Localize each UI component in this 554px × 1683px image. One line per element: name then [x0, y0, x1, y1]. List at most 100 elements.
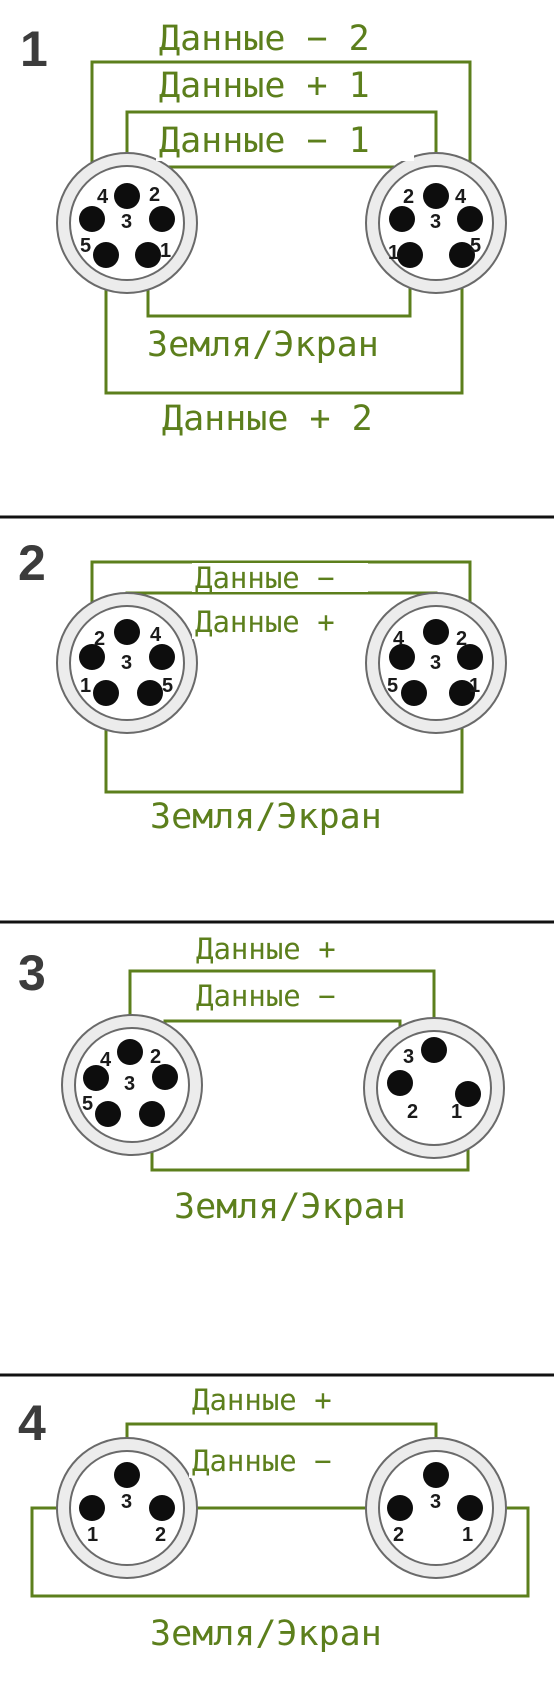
section-2: 2 2 3 4 1 5 4 3 2	[18, 535, 507, 837]
pin	[152, 1064, 178, 1090]
pin	[387, 1070, 413, 1096]
label-backing	[192, 563, 368, 592]
label-backing	[193, 980, 371, 1014]
pin	[449, 680, 475, 706]
pin	[114, 183, 140, 209]
pin	[79, 1495, 105, 1521]
label-backing	[156, 65, 414, 105]
connector-5pin-right: 2 3 4 1 5	[365, 152, 507, 294]
wire-ground	[146, 255, 412, 318]
label-backing	[192, 605, 360, 639]
pin-label: 5	[162, 675, 173, 697]
pin	[93, 680, 119, 706]
label-data-plus-1: Данные + 1	[159, 66, 370, 106]
pin-label: 4	[150, 624, 162, 646]
label-data-minus-1: Данные − 1	[159, 121, 370, 161]
pin-label: 4	[393, 628, 405, 650]
connector-ring	[69, 1450, 185, 1566]
pin-label: 5	[80, 235, 91, 257]
wire-ground	[30, 1506, 530, 1598]
label-ground: Земля/Экран	[150, 797, 382, 837]
pin	[149, 1495, 175, 1521]
pin-label: 3	[403, 1046, 414, 1068]
pin	[457, 206, 483, 232]
connector-ring	[376, 1030, 492, 1146]
pin-label: 3	[430, 652, 441, 674]
pin	[397, 242, 423, 268]
pin	[93, 242, 119, 268]
pin-label: 2	[149, 184, 160, 206]
pin-label: 1	[388, 242, 399, 264]
pin-label: 1	[160, 240, 171, 262]
section-number: 4	[18, 1395, 46, 1451]
pin-label: 1	[87, 1524, 98, 1546]
pin-label: 2	[407, 1101, 418, 1123]
pin-label: 4	[455, 186, 467, 208]
label-data-minus: Данные −	[192, 1444, 332, 1478]
pin-label: 4	[97, 186, 109, 208]
pin-label: 4	[100, 1049, 112, 1071]
pin-label: 3	[124, 1073, 135, 1095]
label-data-plus: Данные +	[192, 1383, 332, 1417]
pin	[95, 1101, 121, 1127]
pin-label: 2	[403, 186, 414, 208]
pin	[449, 242, 475, 268]
pin-label: 1	[462, 1524, 473, 1546]
pin-label: 5	[387, 675, 398, 697]
pin-label: 5	[470, 235, 481, 257]
pin-label: 1	[469, 675, 480, 697]
pin	[117, 1039, 143, 1065]
connector-3pin-right: 3 2 1	[363, 1017, 505, 1159]
label-ground: Земля/Экран	[147, 325, 379, 365]
label-backing	[189, 1444, 369, 1478]
section-1: 1 4 3 2 5 1	[20, 17, 507, 439]
connector-5pin-left: 4 3 2 5 1	[56, 152, 198, 294]
connector-5pin-left: 4 3 2 5	[61, 1014, 203, 1156]
section-number: 2	[18, 535, 46, 591]
label-data-plus: Данные +	[195, 605, 335, 639]
pin	[149, 644, 175, 670]
pin	[114, 619, 140, 645]
pin	[79, 206, 105, 232]
connector-3pin-left: 3 1 2	[56, 1437, 198, 1579]
pin-label: 2	[393, 1524, 404, 1546]
label-ground: Земля/Экран	[150, 1614, 382, 1654]
connector-3pin-right: 3 2 1	[365, 1437, 507, 1579]
pin-label: 3	[430, 1491, 441, 1513]
wire-ground	[104, 693, 464, 794]
section-4: 4 3 1 2 3 2 1 Данные + Данные − Земля/	[18, 1383, 530, 1654]
section-3: 3 4 3 2 5 3 2 1 Данные +	[18, 932, 505, 1227]
pin	[401, 680, 427, 706]
section-number: 3	[18, 945, 46, 1001]
pin	[423, 1462, 449, 1488]
wire-data-plus-2	[104, 255, 464, 395]
section-number: 1	[20, 21, 48, 77]
connector-5pin-left: 2 3 4 1 5	[56, 592, 198, 734]
label-data-plus-2: Данные + 2	[162, 399, 373, 439]
label-data-minus-2: Данные − 2	[159, 19, 370, 59]
pin-label: 5	[82, 1093, 93, 1115]
wire-data-minus-1	[160, 165, 404, 212]
label-backing	[156, 121, 414, 161]
pin	[423, 619, 449, 645]
pin	[79, 644, 105, 670]
pin-label: 1	[451, 1101, 462, 1123]
pin-label: 3	[121, 1491, 132, 1513]
pin	[457, 644, 483, 670]
pin-label: 2	[150, 1046, 161, 1068]
pin-label: 2	[456, 628, 467, 650]
label-data-minus: Данные −	[196, 979, 336, 1013]
pin-label: 1	[80, 675, 91, 697]
pin	[455, 1081, 481, 1107]
label-ground: Земля/Экран	[174, 1187, 406, 1227]
pin-label: 3	[121, 652, 132, 674]
label-data-minus: Данные −	[195, 561, 335, 595]
pin-label: 2	[94, 628, 105, 650]
label-data-plus: Данные +	[196, 932, 336, 966]
pin	[389, 206, 415, 232]
pin-label: 3	[430, 211, 441, 233]
pin	[149, 206, 175, 232]
pin	[387, 1495, 413, 1521]
pin	[83, 1065, 109, 1091]
